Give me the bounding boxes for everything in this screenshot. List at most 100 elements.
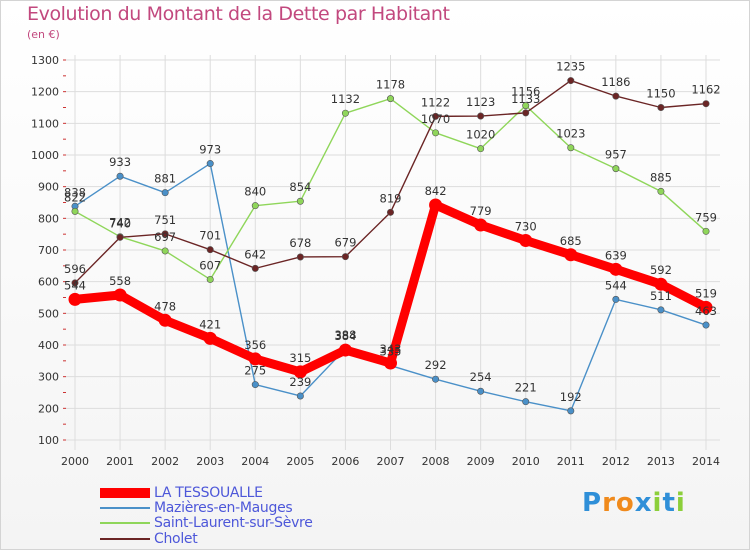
data-label: 519: [695, 286, 717, 300]
data-label: 511: [650, 289, 672, 303]
data-point: [522, 109, 530, 117]
x-tick-label: 2013: [647, 455, 675, 468]
data-label: 544: [64, 278, 86, 292]
x-tick-label: 2005: [286, 455, 314, 468]
data-label: 544: [605, 278, 627, 292]
data-label: 388: [334, 328, 356, 342]
legend-swatch-cholet: [100, 538, 150, 540]
y-tick-label: 900: [38, 181, 59, 194]
y-tick-label: 500: [38, 307, 59, 320]
data-label: 678: [289, 236, 311, 250]
x-tick-label: 2009: [467, 455, 495, 468]
data-label: 1123: [466, 95, 495, 109]
data-point: [251, 202, 259, 210]
data-point: [251, 264, 259, 272]
data-point: [657, 187, 665, 195]
data-label: 1020: [466, 128, 495, 142]
data-label: 1186: [601, 75, 630, 89]
data-label: 1132: [331, 92, 360, 106]
data-label: 730: [515, 220, 537, 234]
data-point: [161, 230, 169, 238]
logo-letter: i: [675, 488, 686, 518]
data-label: 1023: [556, 127, 585, 141]
y-tick-label: 600: [38, 276, 59, 289]
legend-label: Mazières-en-Mauges: [154, 500, 293, 516]
logo-letter: i: [652, 488, 663, 518]
data-label: 957: [605, 148, 627, 162]
x-tick-label: 2010: [512, 455, 540, 468]
x-tick-label: 2003: [196, 455, 224, 468]
data-label: 596: [64, 262, 86, 276]
legend-label: Saint-Laurent-sur-Sèvre: [154, 515, 313, 531]
legend-item-mazieres-en-mauges: Mazières-en-Mauges: [100, 500, 293, 516]
data-label: 478: [154, 299, 176, 313]
data-point: [432, 129, 440, 137]
data-point: [338, 343, 352, 357]
x-tick-label: 2012: [602, 455, 630, 468]
data-point: [429, 198, 443, 212]
data-point: [384, 356, 397, 370]
data-point: [251, 381, 259, 389]
y-tick-label: 100: [38, 434, 59, 447]
data-point: [158, 313, 172, 327]
data-point: [522, 102, 530, 110]
data-label: 685: [560, 234, 582, 248]
data-point: [612, 165, 620, 173]
data-label: 592: [650, 263, 672, 277]
logo-letter: t: [662, 488, 676, 518]
data-point: [567, 407, 575, 415]
data-label: 697: [154, 230, 176, 244]
data-point: [702, 227, 710, 235]
data-label: 933: [109, 155, 131, 169]
data-point: [702, 321, 710, 329]
y-tick-label: 200: [38, 402, 59, 415]
data-label: 854: [289, 180, 311, 194]
data-label: 343: [380, 342, 402, 356]
chart-title: Evolution du Montant de la Dette par Hab…: [27, 3, 450, 25]
data-point: [113, 288, 127, 302]
data-label: 779: [470, 204, 492, 218]
data-point: [567, 144, 575, 152]
y-tick-label: 300: [38, 371, 59, 384]
data-point: [248, 352, 262, 366]
data-point: [161, 189, 169, 197]
data-point: [116, 233, 124, 241]
data-label: 742: [109, 216, 131, 230]
data-label: 1070: [421, 112, 450, 126]
data-label: 1122: [421, 95, 450, 109]
legend-label: LA TESSOUALLE: [154, 485, 263, 501]
y-axis-unit: (en €): [27, 28, 60, 41]
data-label: 885: [650, 170, 672, 184]
data-point: [386, 95, 394, 103]
data-label: 384: [334, 329, 356, 343]
data-point: [564, 248, 578, 262]
data-point: [657, 306, 665, 314]
data-label: 759: [695, 210, 717, 224]
data-point: [206, 275, 214, 283]
data-label: 840: [244, 185, 266, 199]
data-point: [612, 92, 620, 100]
data-point: [702, 100, 710, 108]
data-label: 973: [199, 143, 221, 157]
data-label: 239: [289, 375, 311, 389]
data-label: 1156: [511, 85, 540, 99]
data-label: 254: [470, 370, 492, 384]
x-tick-label: 2004: [241, 455, 269, 468]
data-point: [161, 247, 169, 255]
y-tick-label: 1300: [31, 54, 59, 67]
data-label: 639: [605, 248, 627, 262]
logo-letter: o: [615, 488, 635, 518]
legend-swatch-la-tessoualle: [100, 488, 150, 498]
data-label: 292: [425, 358, 447, 372]
logo-letter: r: [602, 488, 616, 518]
data-label: 463: [695, 304, 717, 318]
data-point: [432, 375, 440, 383]
data-label: 842: [425, 184, 447, 198]
x-tick-label: 2002: [151, 455, 179, 468]
data-point: [341, 253, 349, 261]
data-label: 275: [244, 364, 266, 378]
data-point: [432, 112, 440, 120]
data-label: 819: [380, 191, 402, 205]
x-tick-label: 2006: [331, 455, 359, 468]
